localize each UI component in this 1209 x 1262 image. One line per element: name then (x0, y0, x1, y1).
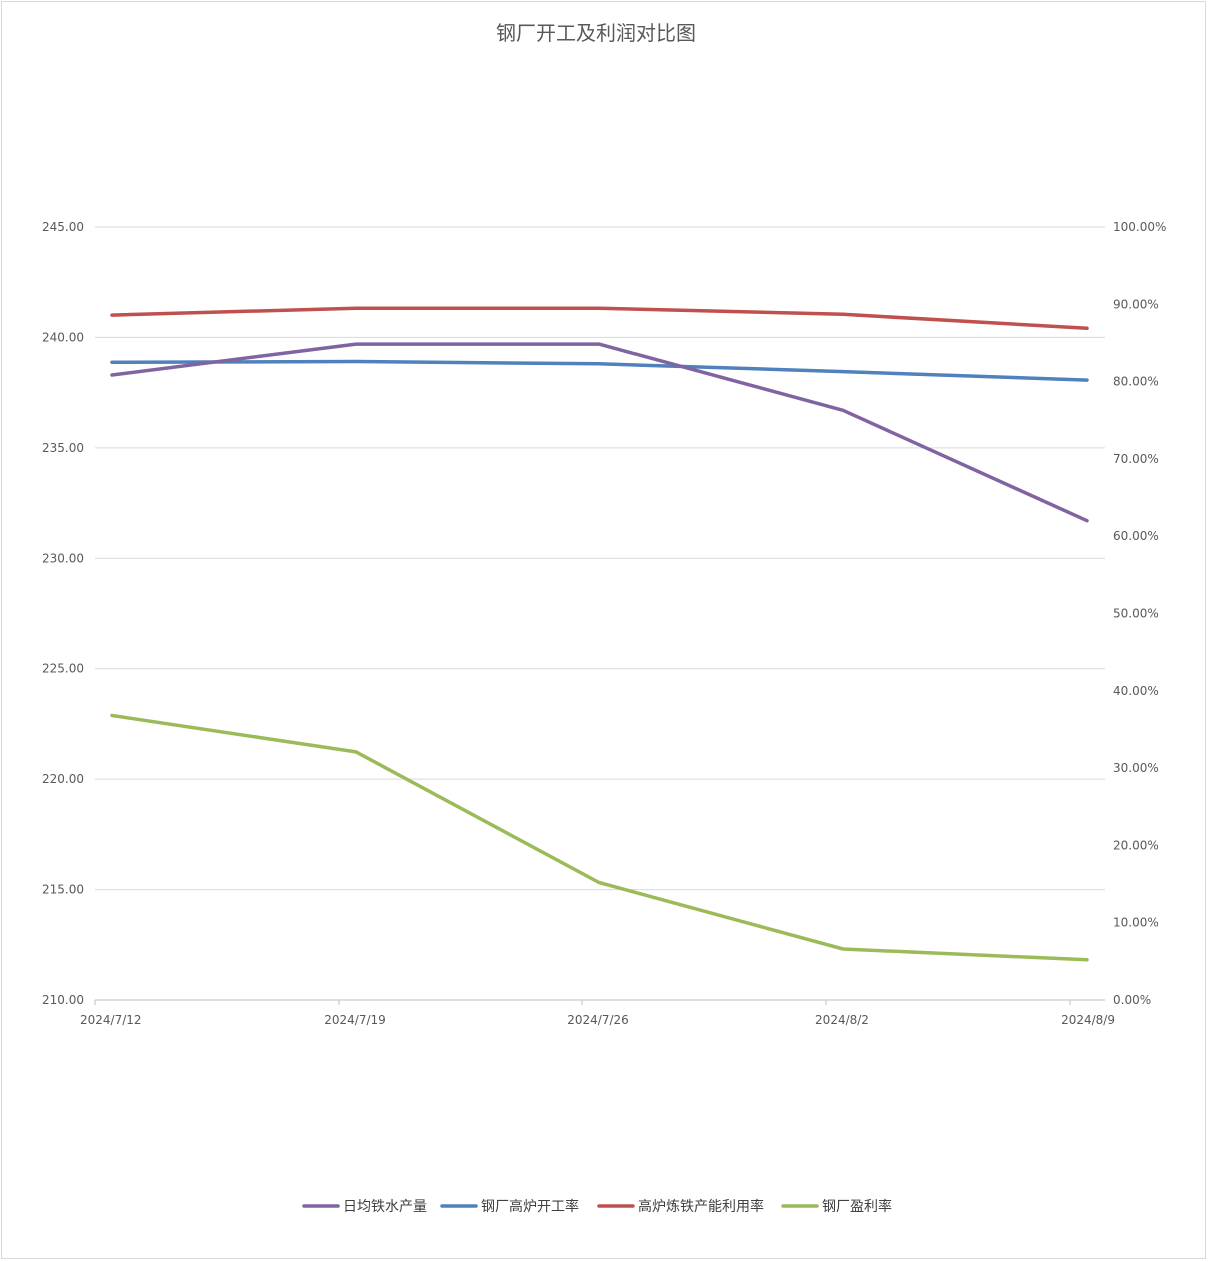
x-axis-tick-label: 2024/8/2 (815, 1013, 869, 1027)
series-line (110, 359, 1089, 382)
right-axis-tick-label: 10.00% (1113, 916, 1159, 930)
right-axis-tick-label: 30.00% (1113, 761, 1159, 775)
left-axis-tick-label: 235.00 (42, 441, 84, 455)
x-axis-tick-label: 2024/7/26 (567, 1013, 629, 1027)
x-axis-tick-label: 2024/8/9 (1061, 1013, 1115, 1027)
axes (94, 999, 1105, 1005)
left-axis-tick-labels: 210.00 215.00 220.00 225.00 230.00 235.00 240.… (42, 220, 84, 1007)
legend-label: 钢厂盈利率 (822, 1198, 892, 1215)
left-axis-tick-label: 210.00 (42, 993, 84, 1007)
legend-label: 高炉炼铁产能利用率 (638, 1198, 764, 1215)
left-axis-tick-label: 245.00 (42, 220, 84, 234)
series-line (110, 306, 1089, 331)
chart-title: 钢厂开工及利润对比图 (496, 21, 696, 45)
right-axis-tick-label: 90.00% (1113, 297, 1159, 311)
right-axis-tick-label: 60.00% (1113, 529, 1159, 543)
right-axis-tick-label: 80.00% (1113, 375, 1159, 389)
series-line (110, 342, 1089, 523)
right-axis-tick-label: 0.00% (1113, 993, 1151, 1007)
legend-label: 钢厂高炉开工率 (481, 1198, 579, 1215)
left-axis-tick-label: 230.00 (42, 551, 84, 565)
left-axis-tick-label: 215.00 (42, 883, 84, 897)
right-axis-tick-label: 50.00% (1113, 607, 1159, 621)
right-axis-tick-label: 100.00% (1113, 220, 1166, 234)
right-axis-tick-label: 70.00% (1113, 452, 1159, 466)
series-lines (110, 306, 1089, 962)
legend-label: 日均铁水产量 (343, 1199, 427, 1215)
legend: 日均铁水产量 钢厂高炉开工率 高炉炼铁产能利用率 钢厂盈利率 (302, 1198, 892, 1215)
left-axis-tick-label: 220.00 (42, 772, 84, 786)
left-axis-tick-label: 225.00 (42, 662, 84, 676)
x-axis-tick-label: 2024/7/12 (80, 1013, 142, 1027)
left-axis-tick-label: 240.00 (42, 330, 84, 344)
right-axis-tick-label: 40.00% (1113, 684, 1159, 698)
x-axis-tick-labels: 2024/7/12 2024/7/19 2024/7/26 2024/8/2 2024/… (80, 1013, 1115, 1027)
right-axis-tick-label: 20.00% (1113, 838, 1159, 852)
gridlines (95, 226, 1105, 891)
right-axis-tick-labels: 0.00% 10.00% 20.00% 30.00% 40.00% 50.00% 60.00… (1113, 220, 1166, 1007)
series-line (110, 713, 1089, 962)
x-axis-tick-label: 2024/7/19 (324, 1013, 386, 1027)
